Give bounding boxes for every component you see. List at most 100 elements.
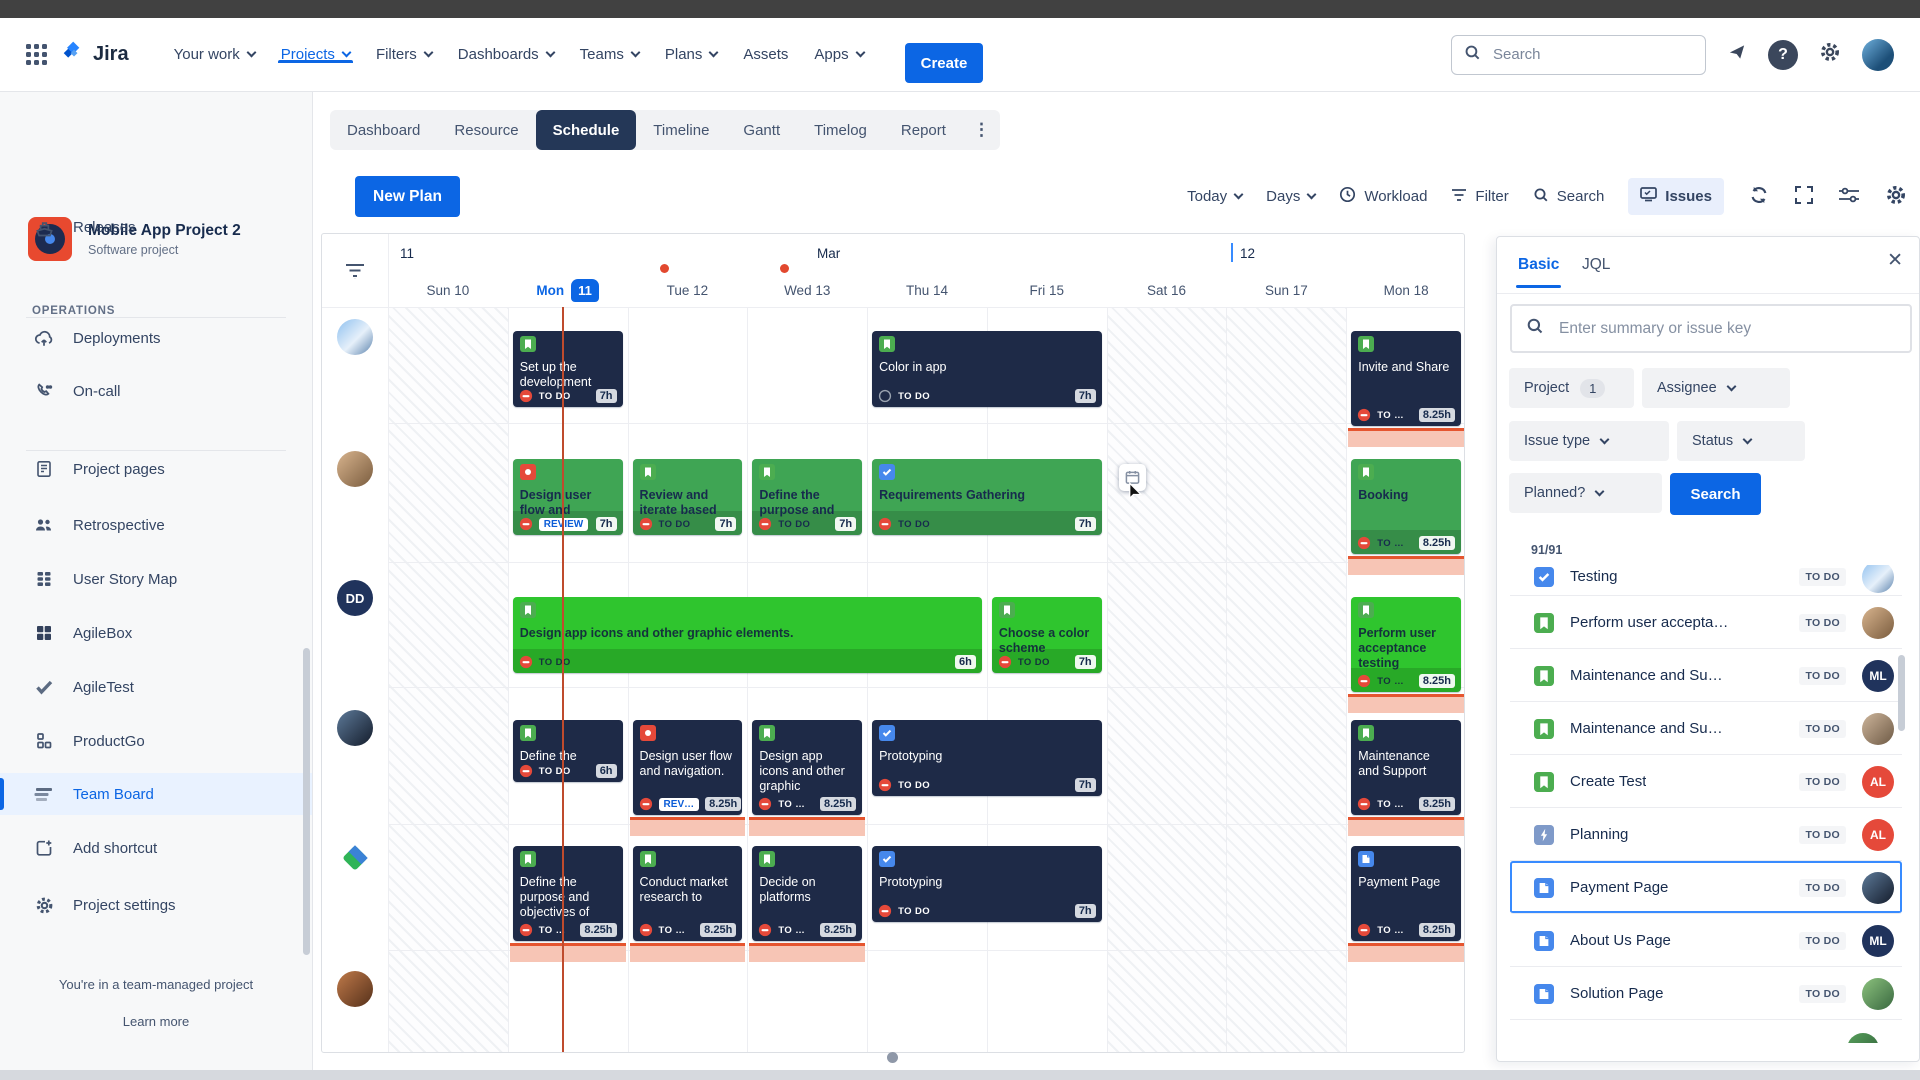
nav-item-projects[interactable]: Projects xyxy=(268,46,363,63)
issue-row[interactable]: Create Test TO DO AL xyxy=(1510,755,1902,808)
issue-row[interactable]: Testing TO DO xyxy=(1510,565,1902,596)
issues-panel-toggle[interactable]: Issues xyxy=(1628,178,1724,215)
tab-timeline[interactable]: Timeline xyxy=(653,121,710,139)
day-header[interactable]: Mon 11 xyxy=(508,276,628,304)
user-avatar[interactable] xyxy=(1862,38,1894,71)
nav-item-apps[interactable]: Apps xyxy=(801,46,876,63)
day-header[interactable]: Sat 16 xyxy=(1107,276,1227,304)
project-header[interactable]: Mobile App Project 2 Software project xyxy=(28,217,241,261)
row-avatar[interactable] xyxy=(337,451,373,487)
day-header[interactable]: Sun 10 xyxy=(388,276,508,304)
jira-logo[interactable]: Jira xyxy=(61,39,129,70)
tab-schedule[interactable]: Schedule xyxy=(535,110,637,150)
tab-resource[interactable]: Resource xyxy=(454,121,519,139)
panel-scrollbar[interactable] xyxy=(1898,655,1905,731)
sidebar-item-releases[interactable]: Releases xyxy=(0,206,312,248)
row-avatar[interactable] xyxy=(337,710,373,746)
sidebar-item-agiletest[interactable]: AgileTest xyxy=(0,666,312,708)
panel-search-button[interactable]: Search xyxy=(1670,473,1761,515)
grid-filter-icon[interactable] xyxy=(344,262,366,285)
task-card[interactable]: Invite and Share TO … 8.25h xyxy=(1351,331,1461,426)
task-card[interactable]: Design user flow andREVIEW7h xyxy=(512,459,623,535)
task-card[interactable]: Define the purpose and objectives of TO …… xyxy=(512,846,623,941)
day-header[interactable]: Sun 17 xyxy=(1226,276,1346,304)
fullscreen-icon[interactable] xyxy=(1794,185,1814,209)
sidebar-item-deployments[interactable]: Deployments xyxy=(0,317,312,359)
tab-jql[interactable]: JQL xyxy=(1582,256,1611,273)
issue-row[interactable]: Perform user accepta… TO DO xyxy=(1510,596,1902,649)
horizontal-scrollbar[interactable] xyxy=(887,1052,898,1063)
nav-item-your-work[interactable]: Your work xyxy=(161,46,268,63)
row-avatar[interactable] xyxy=(337,840,373,876)
filter-planned[interactable]: Planned? xyxy=(1509,473,1662,513)
more-tabs-icon[interactable]: ⋮ xyxy=(972,120,990,139)
search-button[interactable]: Search xyxy=(1533,187,1604,207)
workload-toggle[interactable]: Workload xyxy=(1339,186,1427,207)
nav-item-assets[interactable]: Assets xyxy=(743,46,789,63)
filter-issue-type[interactable]: Issue type xyxy=(1509,421,1669,461)
task-card[interactable]: Payment Page TO … 8.25h xyxy=(1351,846,1461,941)
issue-row[interactable]: Payment Page TO DO xyxy=(1510,861,1902,914)
nav-item-dashboards[interactable]: Dashboards xyxy=(445,46,567,63)
row-avatar[interactable] xyxy=(337,971,373,1007)
sidebar-item-team-board[interactable]: Team Board xyxy=(0,773,312,815)
learn-more-link[interactable]: Learn more xyxy=(122,1014,190,1029)
filter-status[interactable]: Status xyxy=(1677,421,1805,461)
flag-icon[interactable] xyxy=(1726,41,1748,68)
task-card[interactable]: Design app icons and other graphic TO … 8.… xyxy=(752,720,863,815)
sidebar-scrollbar[interactable] xyxy=(303,648,310,955)
day-header[interactable]: Thu 14 xyxy=(867,276,987,304)
issue-row[interactable]: Planning TO DO AL xyxy=(1510,808,1902,861)
issue-row[interactable]: About Us Page TO DO ML xyxy=(1510,914,1902,967)
task-card[interactable]: Choose a color scheme TO DO 7h xyxy=(991,597,1102,673)
help-icon[interactable]: ? xyxy=(1768,39,1798,70)
sidebar-item-project-settings[interactable]: Project settings xyxy=(0,884,312,926)
task-card[interactable]: Define the TO DO 6h xyxy=(512,720,623,782)
nav-item-plans[interactable]: Plans xyxy=(652,46,731,63)
day-header[interactable]: Mon 18 xyxy=(1346,276,1464,304)
issue-row[interactable]: Maintenance and Su… TO DO xyxy=(1510,702,1902,755)
filter-button[interactable]: Filter xyxy=(1451,188,1509,206)
settings-icon[interactable] xyxy=(1818,40,1842,69)
sidebar-item-user-story-map[interactable]: User Story Map xyxy=(0,558,312,600)
task-card[interactable]: Maintenance and Support TO … 8.25h xyxy=(1351,720,1461,815)
global-search-input[interactable] xyxy=(1491,45,1693,64)
nav-item-teams[interactable]: Teams xyxy=(567,46,652,63)
task-card[interactable]: Conduct market research to TO … 8.25h xyxy=(632,846,743,941)
sidebar-item-retrospective[interactable]: Retrospective xyxy=(0,504,312,546)
close-icon[interactable]: ✕ xyxy=(1887,250,1903,271)
issue-row[interactable]: Maintenance and Su… TO DO ML xyxy=(1510,649,1902,702)
task-card[interactable]: Define the purpose and TO DO 7h xyxy=(752,459,863,535)
day-header[interactable]: Fri 15 xyxy=(987,276,1107,304)
sidebar-item-agilebox[interactable]: AgileBox xyxy=(0,612,312,654)
day-header[interactable]: Wed 13 xyxy=(747,276,867,304)
sidebar-item-on-call[interactable]: On-call xyxy=(0,370,312,412)
filter-assignee[interactable]: Assignee xyxy=(1642,368,1790,408)
display-settings-icon[interactable] xyxy=(1838,186,1860,208)
task-card[interactable]: Prototyping TO DO 7h xyxy=(872,720,1102,796)
today-dropdown[interactable]: Today xyxy=(1187,188,1244,205)
sidebar-item-productgo[interactable]: ProductGo xyxy=(0,720,312,762)
task-card[interactable]: Review and iterate based TO DO 7h xyxy=(632,459,743,535)
tab-report[interactable]: Report xyxy=(900,121,946,139)
sidebar-item-add-shortcut[interactable]: Add shortcut xyxy=(0,827,312,869)
tab-timelog[interactable]: Timelog xyxy=(814,121,867,139)
tab-dashboard[interactable]: Dashboard xyxy=(347,121,421,139)
create-button[interactable]: Create xyxy=(904,43,984,83)
issue-row[interactable]: Solution Page TO DO xyxy=(1510,967,1902,1020)
task-card[interactable]: Color in app TO DO 7h xyxy=(872,331,1102,407)
new-plan-button[interactable]: New Plan xyxy=(355,176,460,217)
global-search[interactable] xyxy=(1451,34,1706,75)
sidebar-item-project-pages[interactable]: Project pages xyxy=(0,448,312,490)
issue-search-field[interactable] xyxy=(1510,304,1912,353)
sync-icon[interactable] xyxy=(1748,184,1770,210)
task-card[interactable]: Prototyping TO DO 7h xyxy=(872,846,1102,922)
tab-gantt[interactable]: Gantt xyxy=(743,121,781,139)
row-avatar[interactable]: DD xyxy=(337,580,373,616)
task-card[interactable]: Requirements Gathering TO DO 7h xyxy=(872,459,1102,535)
task-card[interactable]: Booking TO … 8.25h xyxy=(1351,459,1461,554)
task-card[interactable]: Decide on platforms TO … 8.25h xyxy=(752,846,863,941)
gear-icon[interactable] xyxy=(1884,183,1908,211)
task-card[interactable]: Perform user acceptance testing TO … 8.25h xyxy=(1351,597,1461,692)
issue-search-input[interactable] xyxy=(1557,318,1896,339)
